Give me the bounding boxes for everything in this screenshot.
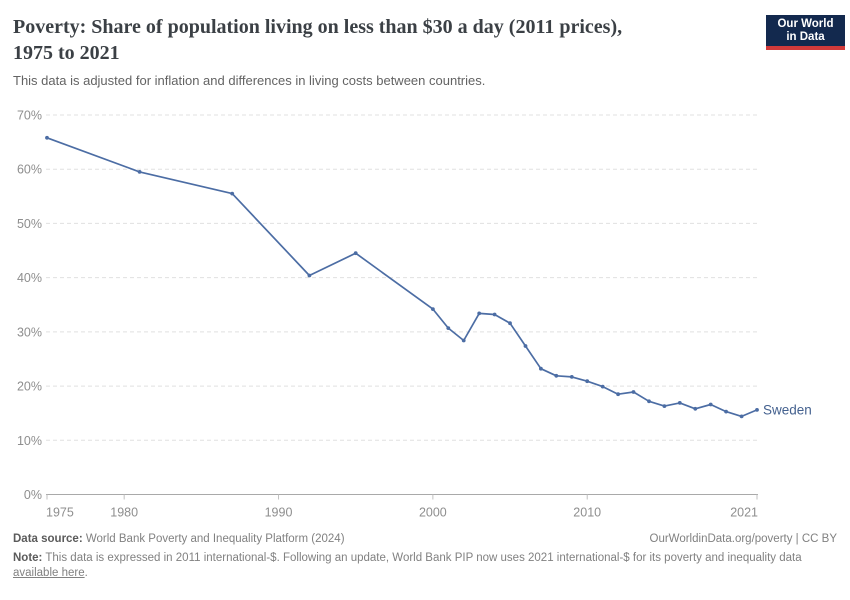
owid-logo-line2: in Data xyxy=(786,30,825,43)
footer-source-row: Data source: World Bank Poverty and Ineq… xyxy=(13,532,837,547)
data-point-marker xyxy=(677,401,682,405)
data-point-marker xyxy=(353,251,358,256)
data-point-marker xyxy=(45,135,49,140)
series-label: Sweden xyxy=(763,402,812,417)
available-here-link[interactable]: available here xyxy=(13,567,85,579)
data-point-marker xyxy=(693,406,698,411)
data-point-marker xyxy=(647,399,651,404)
data-point-marker xyxy=(431,307,435,311)
x-axis-label: 2000 xyxy=(419,506,447,520)
y-axis-label: 40% xyxy=(17,271,42,285)
data-point-marker xyxy=(137,170,142,174)
line-chart: 0% 10% 20% 30% 40% 50% 60% 70% 1975 1980 1990 2000 2… xyxy=(17,109,812,520)
page-title: Poverty: Share of population living on l… xyxy=(13,16,623,64)
data-point-marker xyxy=(616,392,620,397)
x-axis-label: 1980 xyxy=(110,506,138,520)
y-axis-label: 10% xyxy=(17,434,42,448)
data-point-marker xyxy=(461,338,466,343)
series-line xyxy=(46,136,758,418)
data-point-marker xyxy=(446,326,451,330)
footer-note: Note: This data is expressed in 2011 int… xyxy=(13,552,802,579)
data-point-marker xyxy=(523,344,528,348)
owid-logo-line1: Our World xyxy=(777,17,834,30)
data-point-marker xyxy=(739,414,744,419)
data-point-marker xyxy=(307,273,312,278)
y-axis-label: 60% xyxy=(17,163,42,177)
y-axis-label: 30% xyxy=(17,325,42,339)
y-axis-label: 50% xyxy=(17,217,42,231)
data-point-marker xyxy=(539,366,543,371)
y-axis-label: 70% xyxy=(17,109,42,123)
data-point-marker xyxy=(600,384,605,389)
y-axis-label: 20% xyxy=(17,380,42,394)
x-axis-label: 2010 xyxy=(573,506,601,520)
footer-rights: OurWorldinData.org/poverty | CC BY xyxy=(649,533,837,545)
x-axis-label: 1975 xyxy=(46,506,74,520)
data-point-marker xyxy=(508,321,512,326)
data-point-marker xyxy=(569,375,574,379)
data-point-marker xyxy=(477,311,482,316)
data-point-marker xyxy=(708,402,713,407)
x-axis-label: 2021 xyxy=(730,506,758,520)
chart-subtitle: This data is adjusted for inflation and … xyxy=(13,73,486,88)
y-axis-label: 0% xyxy=(24,488,42,502)
x-axis-label: 1990 xyxy=(265,506,293,520)
data-point-marker xyxy=(230,191,235,196)
owid-logo[interactable]: Our World in Data xyxy=(766,15,845,50)
data-point-marker xyxy=(492,312,497,317)
data-point-marker xyxy=(585,379,590,384)
data-point-marker xyxy=(631,390,636,394)
data-source-label: Data source: xyxy=(13,533,83,545)
data-point-marker xyxy=(662,404,667,408)
data-point-marker xyxy=(724,409,728,414)
data-point-marker xyxy=(554,373,559,378)
data-source-text: Data source: World Bank Poverty and Ineq… xyxy=(13,533,345,545)
data-point-marker xyxy=(755,408,759,412)
note-label: Note: xyxy=(13,552,43,564)
